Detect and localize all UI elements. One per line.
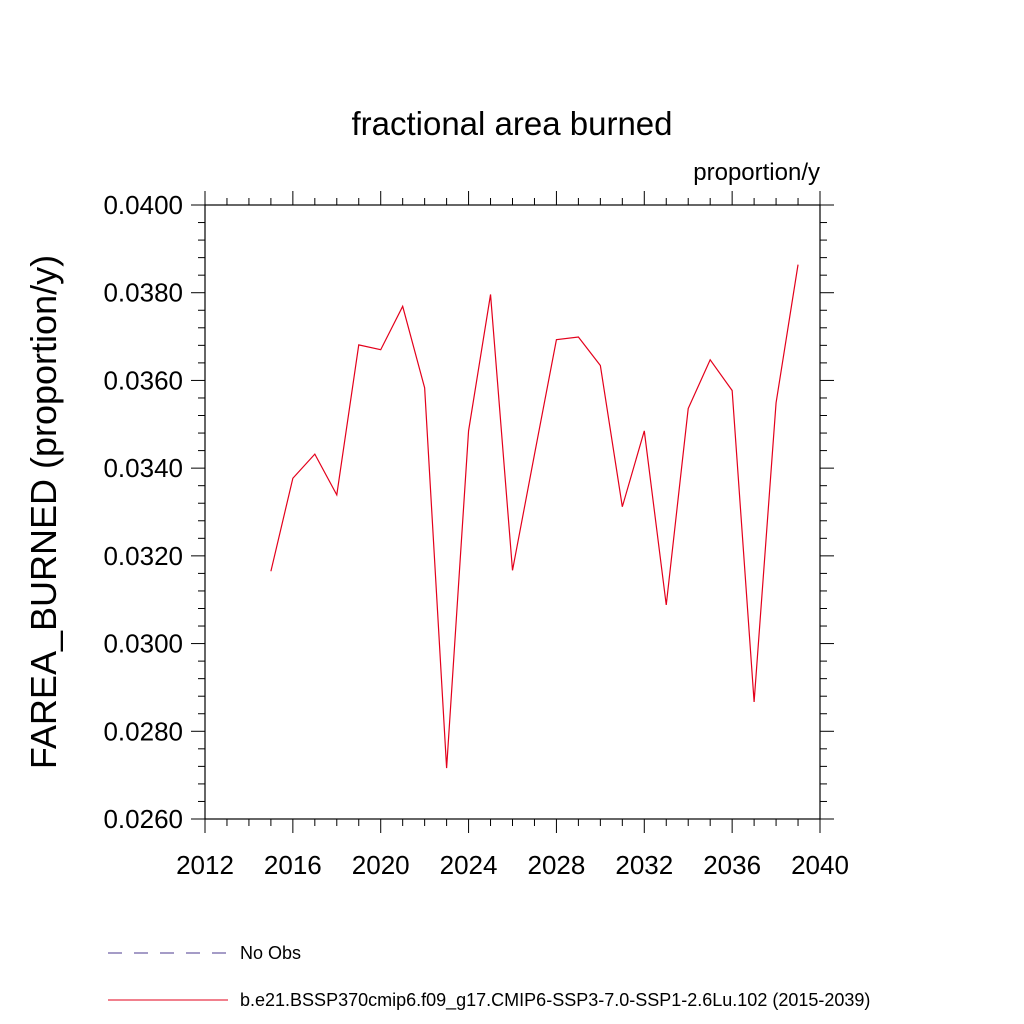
legend: No Obs b.e21.BSSP370cmip6.f09_g17.CMIP6-S… bbox=[108, 943, 870, 1011]
x-tick-label: 2032 bbox=[615, 850, 673, 880]
y-tick-label: 0.0280 bbox=[103, 716, 183, 746]
legend-label: No Obs bbox=[240, 943, 301, 963]
axis-ticks: 2012 2016 2020 2024 2028 2032 2036 2040 0.0260 0.… bbox=[103, 190, 848, 880]
x-tick-label: 2024 bbox=[440, 850, 498, 880]
y-tick-label: 0.0380 bbox=[103, 278, 183, 308]
y-tick-label: 0.0260 bbox=[103, 804, 183, 834]
legend-label: b.e21.BSSP370cmip6.f09_g17.CMIP6-SSP3-7.… bbox=[240, 990, 870, 1011]
y-tick-label: 0.0360 bbox=[103, 365, 183, 395]
y-tick-label: 0.0320 bbox=[103, 541, 183, 571]
x-tick-label: 2020 bbox=[352, 850, 410, 880]
y-tick-label: 0.0300 bbox=[103, 629, 183, 659]
y-tick-label: 0.0340 bbox=[103, 453, 183, 483]
series-line-1 bbox=[270, 264, 799, 769]
x-tick-label: 2012 bbox=[176, 850, 234, 880]
series-layer bbox=[270, 264, 799, 769]
x-tick-label: 2016 bbox=[264, 850, 322, 880]
x-tick-label: 2040 bbox=[791, 850, 849, 880]
units-label: proportion/y bbox=[693, 159, 820, 186]
x-tick-label: 2036 bbox=[703, 850, 761, 880]
plot-frame bbox=[204, 204, 821, 820]
chart-title: fractional area burned bbox=[351, 105, 672, 142]
x-tick-label: 2028 bbox=[528, 850, 586, 880]
y-axis-label: FAREA_BURNED (proportion/y) bbox=[23, 255, 64, 769]
y-tick-label: 0.0400 bbox=[103, 190, 183, 220]
